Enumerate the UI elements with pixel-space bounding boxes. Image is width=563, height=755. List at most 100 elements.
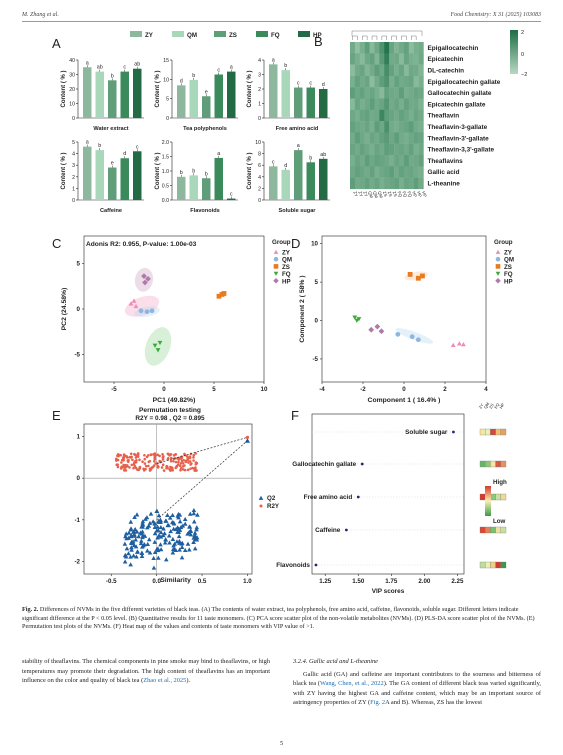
- x-axis-label: VIP scores: [372, 588, 405, 595]
- heatmap-cell: [399, 177, 405, 190]
- x-axis-label: Component 1 ( 16.4% ): [368, 397, 441, 404]
- point-qm: [149, 308, 155, 314]
- q2-permutation-point: [135, 549, 140, 554]
- y-tick-label: 1: [77, 434, 81, 441]
- bar-fq: [214, 157, 223, 200]
- heatmap-cell: [399, 132, 405, 144]
- heatmap-row-label: Epicatechin: [428, 56, 464, 63]
- bar-hp: [133, 68, 142, 118]
- q2-permutation-point: [126, 530, 132, 535]
- heatmap-cell: [374, 109, 380, 122]
- q2-permutation-point: [140, 529, 145, 534]
- r2y-permutation-point: [115, 463, 119, 467]
- r2y-permutation-point: [116, 465, 120, 469]
- y-tick-label: 3: [258, 73, 261, 79]
- significance-letter: b: [111, 73, 114, 79]
- heatmap-cell: [408, 121, 414, 133]
- r2y-permutation-point: [143, 462, 147, 465]
- heatmap-cell: [350, 87, 356, 99]
- q2-permutation-point: [129, 547, 134, 552]
- bar-zy: [177, 85, 186, 118]
- heatmap-col-label: ZS: [387, 191, 394, 198]
- significance-letter: a: [86, 60, 89, 66]
- q2-permutation-point: [191, 519, 197, 524]
- heatmap-col-label: ZS: [382, 191, 389, 198]
- vip-point: [356, 495, 360, 499]
- heatmap-cell: [379, 75, 385, 88]
- heatmap-cell: [359, 64, 365, 77]
- y-tick-label: 30: [69, 73, 75, 79]
- q2-permutation-point: [129, 539, 134, 544]
- vip-heat-cell: [479, 561, 486, 569]
- vip-heat-cell: [500, 428, 507, 436]
- bar-zy: [83, 146, 92, 200]
- heatmap-cell: [364, 177, 370, 190]
- citation-link[interactable]: Wang, Chen, et al., 2022: [319, 680, 384, 688]
- panel-label-f: F: [291, 408, 299, 423]
- q2-original-point: [244, 438, 251, 443]
- running-header-authors: M. Zhang et al.: [22, 12, 59, 18]
- heatmap-cell: [384, 166, 390, 178]
- y-tick-label: -1: [74, 517, 80, 524]
- significance-letter: ab: [320, 152, 326, 158]
- q2-permutation-point: [191, 539, 196, 544]
- q2-permutation-point: [145, 548, 150, 553]
- heatmap-cell: [394, 64, 400, 77]
- legend-swatch-zy: [130, 31, 142, 37]
- figure-link[interactable]: Fig. 2: [370, 699, 386, 707]
- r2y-permutation-point: [121, 456, 125, 459]
- q2-permutation-point: [126, 551, 131, 556]
- significance-letter: c: [136, 144, 139, 150]
- q2-permutation-point: [133, 537, 138, 542]
- vip-heat-cell: [495, 526, 501, 534]
- r2y-permutation-point: [115, 457, 118, 461]
- x-tick-label: 4: [484, 386, 488, 393]
- plot-frame: [311, 413, 465, 575]
- heatmap-cell: [403, 75, 409, 88]
- heatmap-cell: [403, 42, 409, 54]
- body-column-left: stability of theaflavins. The chemical c…: [22, 657, 270, 686]
- heatmap-row-label: Theaflavin-3'-gallate: [428, 135, 490, 142]
- scale-tick-label: 2: [521, 30, 524, 36]
- heatmap-cell: [389, 87, 395, 99]
- legend-swatch-fq: [256, 31, 268, 37]
- q2-permutation-point: [167, 515, 173, 520]
- heatmap-cell: [413, 98, 419, 110]
- heatmap-cell: [394, 155, 400, 167]
- vip-heat-cell: [490, 428, 496, 436]
- significance-letter: a: [230, 65, 233, 71]
- r2y-permutation-point: [125, 456, 129, 459]
- y-tick-label: 1.5: [162, 155, 169, 161]
- heatmap-cell: [379, 98, 385, 110]
- r2y-permutation-point: [120, 461, 123, 464]
- q2-permutation-point: [139, 553, 145, 558]
- y-tick-label: 4: [72, 152, 75, 158]
- q2-permutation-point: [128, 533, 134, 538]
- y-tick-label: 5: [166, 97, 169, 103]
- bar-qm: [189, 175, 198, 200]
- heatmap-cell: [379, 53, 385, 65]
- heatmap-cell: [403, 177, 409, 190]
- r2y-permutation-point: [187, 461, 190, 464]
- bar-qm: [95, 71, 104, 118]
- right-text-1: Gallic acid (GA) and caffeine are import…: [293, 670, 541, 688]
- q2-permutation-point: [163, 537, 169, 542]
- point-zy: [456, 341, 462, 346]
- point-hp: [145, 276, 151, 282]
- heatmap-cell: [354, 53, 360, 65]
- heatmap-cell: [359, 155, 365, 167]
- heatmap-cell: [354, 166, 360, 178]
- scale-tick-label: 0: [521, 52, 524, 58]
- r2y-permutation-point: [170, 456, 173, 460]
- heatmap-cell: [384, 75, 390, 88]
- citation-link[interactable]: Zhao et al., 2025: [143, 677, 187, 685]
- plot-frame: [321, 235, 487, 383]
- bar-qm: [189, 79, 198, 118]
- heatmap-cell: [389, 75, 395, 88]
- r2y-permutation-point: [143, 453, 146, 457]
- x-axis-label: Similarity: [160, 577, 191, 584]
- q2-permutation-point: [131, 553, 136, 558]
- vip-heat-cell: [500, 460, 507, 468]
